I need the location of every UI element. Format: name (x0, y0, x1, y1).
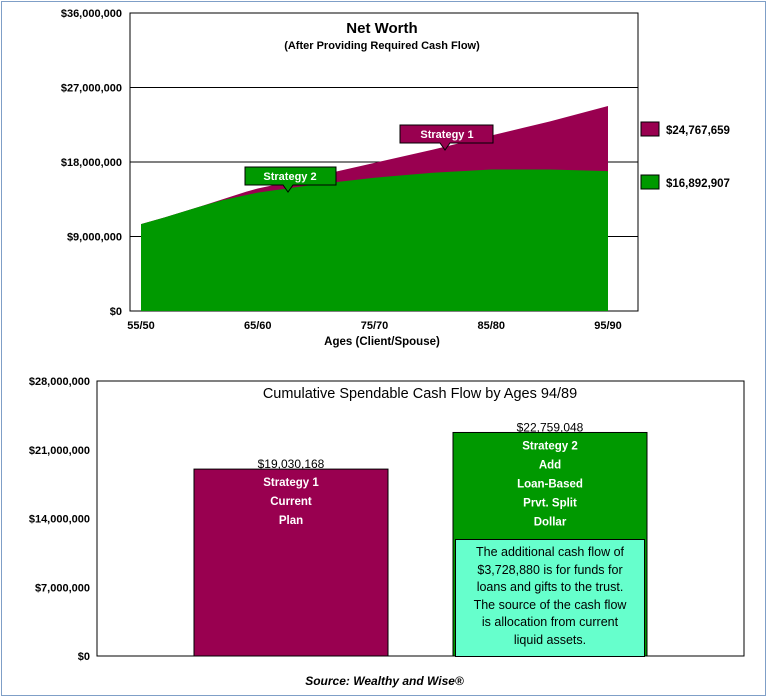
y-tick-label: $18,000,000 (61, 157, 122, 169)
bar-inner-label: Strategy 2 (522, 440, 578, 452)
strategy-1-callout: Strategy 1 (399, 124, 494, 151)
bar-inner-label: Loan-Based (517, 478, 583, 490)
bar-value-label: $19,030,168 (258, 457, 325, 471)
bar-value-label: $22,759,048 (517, 420, 584, 434)
note-line: The source of the cash flow (473, 597, 627, 612)
x-tick-label: 95/90 (594, 320, 622, 332)
net-worth-chart: $0 $9,000,000 $18,000,000 $27,000,000 $36,00… (61, 8, 730, 348)
x-tick-label: 75/70 (361, 320, 389, 332)
strategy-1-callout-label: Strategy 1 (420, 129, 473, 141)
x-tick-label: 65/60 (244, 320, 272, 332)
additional-cash-flow-note: The additional cash flow of $3,728,880 i… (455, 539, 645, 657)
strategy-2-callout-label: Strategy 2 (263, 171, 316, 183)
note-line: The additional cash flow of (475, 545, 624, 559)
bar-inner-label: Plan (279, 515, 303, 527)
y-tick-label: $9,000,000 (67, 232, 122, 244)
cash-flow-bar (193, 468, 389, 657)
bar-inner-label: Dollar (534, 516, 567, 528)
strategy-2-legend-swatch (640, 174, 660, 190)
net-worth-title: Net Worth (346, 20, 417, 37)
y-tick-label: $0 (78, 651, 90, 663)
strategy-2-end-value: $16,892,907 (666, 178, 730, 190)
bar-inner-label: Prvt. Split (523, 497, 577, 509)
bar-inner-label: Strategy 1 (263, 477, 319, 489)
note-line: is allocation from current (481, 615, 619, 629)
y-tick-label: $27,000,000 (61, 83, 122, 95)
note-line: loans and gifts to the trust. (476, 580, 624, 594)
y-tick-label: $21,000,000 (29, 445, 90, 457)
net-worth-subtitle: (After Providing Required Cash Flow) (284, 40, 480, 52)
net-worth-x-axis-label: Ages (Client/Spouse) (324, 336, 440, 348)
bar-inner-label: Add (539, 459, 561, 471)
cash-flow-title: Cumulative Spendable Cash Flow by Ages 9… (263, 386, 577, 402)
x-tick-label: 85/80 (477, 320, 505, 332)
strategy-1-legend-swatch (640, 121, 660, 137)
note-line: liquid assets. (513, 632, 587, 647)
x-tick-label: 55/50 (127, 320, 155, 332)
strategy-2-area (141, 169, 608, 311)
y-tick-label: $28,000,000 (29, 376, 90, 388)
strategy-2-callout: Strategy 2 (244, 166, 337, 193)
y-tick-label: $0 (110, 306, 122, 318)
source-caption: Source: Wealthy and Wise® (305, 674, 464, 688)
y-tick-label: $14,000,000 (29, 514, 90, 526)
y-tick-label: $7,000,000 (35, 582, 90, 594)
bar-inner-label: Current (270, 496, 312, 508)
note-line: $3,728,880 is for funds for (477, 562, 623, 577)
strategy-1-end-value: $24,767,659 (666, 125, 730, 137)
y-tick-label: $36,000,000 (61, 8, 122, 20)
